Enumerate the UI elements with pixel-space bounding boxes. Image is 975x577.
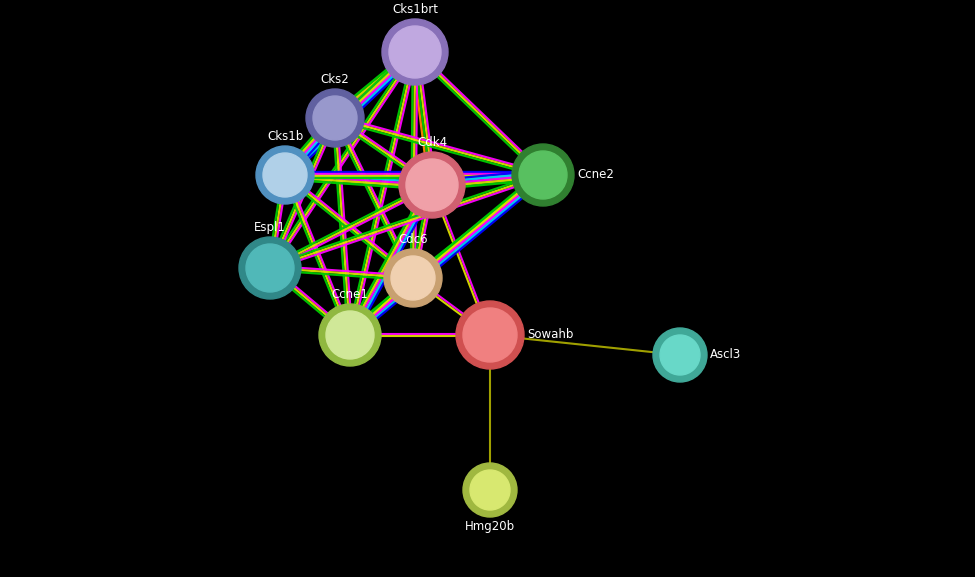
Circle shape xyxy=(239,237,301,299)
Text: Cks2: Cks2 xyxy=(321,73,349,86)
Text: Cks1b: Cks1b xyxy=(267,130,303,143)
Circle shape xyxy=(406,159,458,211)
Circle shape xyxy=(519,151,567,199)
Text: Hmg20b: Hmg20b xyxy=(465,520,515,533)
Circle shape xyxy=(313,96,357,140)
Circle shape xyxy=(384,249,442,307)
Text: Ascl3: Ascl3 xyxy=(710,349,741,362)
Text: Cdk4: Cdk4 xyxy=(417,136,448,149)
Text: Espl1: Espl1 xyxy=(254,221,286,234)
Circle shape xyxy=(263,153,307,197)
Circle shape xyxy=(463,463,517,517)
Circle shape xyxy=(326,311,374,359)
Text: Cks1brt: Cks1brt xyxy=(392,3,438,16)
Circle shape xyxy=(512,144,574,206)
Circle shape xyxy=(399,152,465,218)
Text: Cdc6: Cdc6 xyxy=(398,233,428,246)
Circle shape xyxy=(256,146,314,204)
Circle shape xyxy=(470,470,510,510)
Text: Ccne2: Ccne2 xyxy=(577,168,614,182)
Circle shape xyxy=(456,301,524,369)
Circle shape xyxy=(660,335,700,375)
Text: Sowahb: Sowahb xyxy=(527,328,573,342)
Circle shape xyxy=(653,328,707,382)
Text: Ccne1: Ccne1 xyxy=(332,288,369,301)
Circle shape xyxy=(319,304,381,366)
Circle shape xyxy=(463,308,517,362)
Circle shape xyxy=(306,89,364,147)
Circle shape xyxy=(391,256,435,300)
Circle shape xyxy=(382,19,448,85)
Circle shape xyxy=(389,26,441,78)
Circle shape xyxy=(246,244,294,292)
